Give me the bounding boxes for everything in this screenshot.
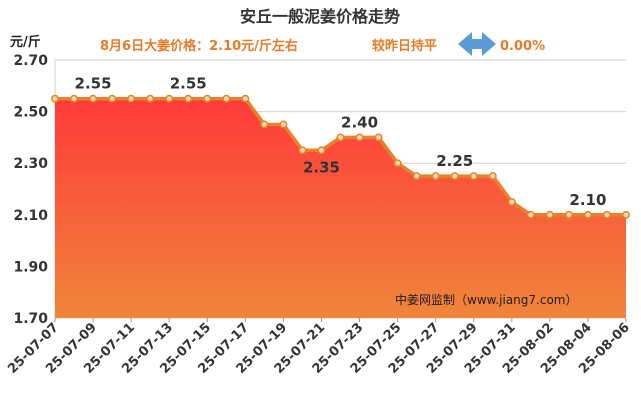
data-point — [412, 172, 421, 181]
y-tick-label: 2.10 — [13, 208, 48, 224]
change-percent: 0.00% — [500, 39, 545, 54]
data-point — [127, 94, 136, 103]
y-tick-label: 2.70 — [13, 53, 48, 69]
data-label: 2.40 — [341, 113, 378, 131]
y-tick-label: 2.50 — [13, 105, 48, 121]
data-point — [526, 210, 535, 219]
data-point — [545, 210, 554, 219]
chart-title: 安丘一般泥姜价格走势 — [240, 7, 400, 26]
y-axis-unit: 元/斤 — [10, 34, 41, 50]
data-label: 2.35 — [303, 158, 340, 176]
data-point — [393, 159, 402, 168]
data-point — [298, 146, 307, 155]
data-label: 2.10 — [569, 191, 606, 209]
data-point — [89, 94, 98, 103]
data-point — [507, 197, 516, 206]
data-point — [336, 133, 345, 142]
watermark: 中姜网监制（www.jiang7.com） — [395, 292, 577, 307]
data-labels: 2.55 2.55 2.35 2.40 2.25 2.10 — [75, 75, 607, 209]
y-tick-label: 1.90 — [13, 259, 48, 275]
y-tick-label: 2.30 — [13, 156, 48, 172]
data-point — [317, 146, 326, 155]
data-point — [241, 94, 250, 103]
data-point — [260, 120, 269, 129]
data-point — [450, 172, 459, 181]
data-point — [165, 94, 174, 103]
data-point — [203, 94, 212, 103]
bidirectional-arrow-icon — [458, 32, 496, 56]
area-series — [55, 96, 626, 318]
data-point — [564, 210, 573, 219]
change-status: 较昨日持平 — [372, 38, 437, 54]
data-point — [146, 94, 155, 103]
data-point — [431, 172, 440, 181]
price-summary: 8月6日大姜价格：2.10元/斤左右 — [100, 38, 298, 54]
data-label: 2.25 — [436, 152, 473, 170]
data-label: 2.55 — [170, 75, 207, 93]
data-point — [488, 172, 497, 181]
data-point — [279, 120, 288, 129]
data-markers — [51, 94, 630, 219]
data-point — [108, 94, 117, 103]
data-point — [374, 133, 383, 142]
data-point — [184, 94, 193, 103]
area-fill — [55, 98, 626, 318]
data-point — [355, 133, 364, 142]
data-point — [70, 94, 78, 103]
y-tick-label: 1.70 — [13, 311, 48, 327]
data-point — [469, 172, 478, 181]
data-label: 2.55 — [75, 75, 112, 93]
data-point — [583, 210, 592, 219]
data-point — [622, 210, 630, 219]
x-axis-ticks: 25-07-0725-07-0925-07-1125-07-1325-07-15… — [5, 318, 633, 377]
data-point — [222, 94, 231, 103]
y-axis-ticks: 1.70 1.90 2.10 2.30 2.50 2.70 — [13, 53, 48, 327]
data-point — [51, 94, 59, 103]
data-point — [603, 210, 611, 219]
